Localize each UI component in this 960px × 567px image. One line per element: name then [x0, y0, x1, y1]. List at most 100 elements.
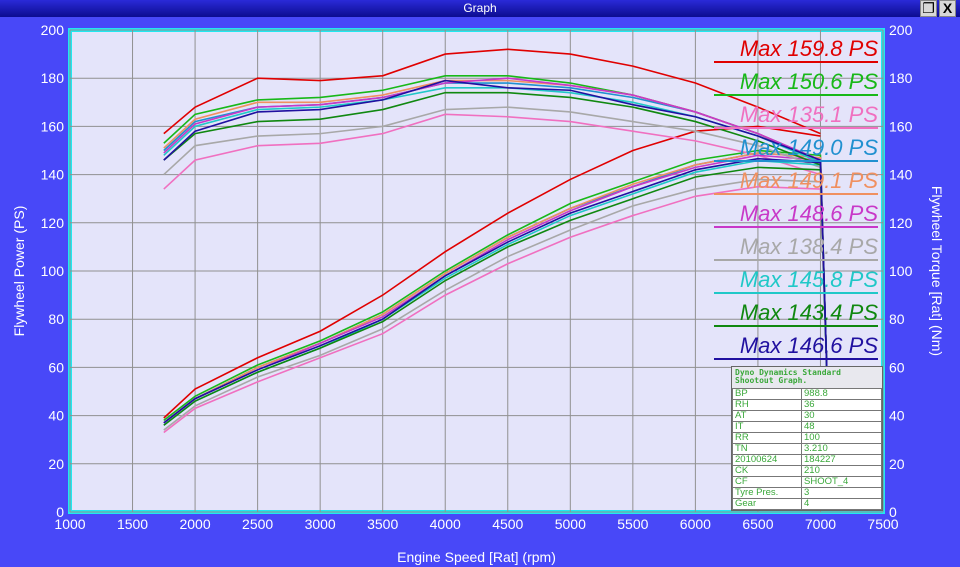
- info-value: 3: [801, 487, 882, 499]
- x-tick-label: 1500: [117, 516, 148, 532]
- info-row: CK 210: [732, 465, 882, 477]
- close-button[interactable]: X: [939, 0, 956, 17]
- x-axis-label: Engine Speed [Rat] (rpm): [397, 549, 556, 565]
- legend-label: Max 146.6 PS: [740, 333, 879, 358]
- info-key: BP: [732, 388, 802, 400]
- info-value: 184227: [801, 454, 882, 466]
- info-row: AT 30: [732, 410, 882, 422]
- y2-tick-label: 60: [889, 359, 905, 375]
- y-tick-label: 120: [41, 215, 65, 231]
- info-key: RH: [732, 399, 802, 411]
- info-key: TN: [732, 443, 802, 455]
- x-tick-label: 7000: [805, 516, 836, 532]
- info-value: 988.8: [801, 388, 882, 400]
- x-tick-label: 3000: [305, 516, 336, 532]
- info-row: TN 3.210: [732, 443, 882, 455]
- x-tick-label: 6000: [680, 516, 711, 532]
- info-row: RH 36: [732, 399, 882, 411]
- info-key: CF: [732, 476, 802, 488]
- x-tick-label: 4000: [430, 516, 461, 532]
- power-line: [163, 149, 828, 422]
- info-value: SHOOT_4: [801, 476, 882, 488]
- y2-axis-label: Flywheel Torque [Rat] (Nm): [929, 186, 945, 356]
- y-tick-label: 80: [48, 311, 64, 327]
- y-tick-label: 0: [56, 504, 64, 520]
- y2-tick-label: 20: [889, 456, 905, 472]
- info-value: 4: [801, 498, 882, 510]
- y2-tick-label: 180: [889, 70, 913, 86]
- torque-line: [163, 77, 828, 368]
- info-row: RR 100: [732, 432, 882, 444]
- legend-label: Max 159.8 PS: [740, 36, 879, 61]
- x-tick-label: 5000: [555, 516, 586, 532]
- x-tick-label: 4500: [492, 516, 523, 532]
- info-key: CK: [732, 465, 802, 477]
- info-value: 36: [801, 399, 882, 411]
- power-line: [163, 185, 828, 434]
- torque-line: [163, 48, 821, 135]
- info-key: AT: [732, 410, 802, 422]
- y-tick-label: 60: [48, 359, 64, 375]
- power-line: [163, 166, 828, 426]
- y2-tick-label: 40: [889, 408, 905, 424]
- info-key: Tyre Pres.: [732, 487, 802, 499]
- power-line: [163, 157, 828, 424]
- legend-label: Max 148.6 PS: [740, 201, 879, 226]
- window-title: Graph: [463, 1, 497, 15]
- close-icon: X: [942, 0, 953, 16]
- y2-tick-label: 0: [889, 504, 897, 520]
- restore-icon: ❐: [922, 0, 935, 16]
- info-key: IT: [732, 421, 802, 433]
- legend-label: Max 145.8 PS: [740, 267, 879, 292]
- y-tick-label: 140: [41, 167, 65, 183]
- info-row: CF SHOOT_4: [732, 476, 882, 488]
- x-tick-label: 2500: [242, 516, 273, 532]
- y2-tick-label: 140: [889, 167, 913, 183]
- window-titlebar: Graph: [0, 0, 960, 17]
- info-key: 20100624: [732, 454, 802, 466]
- x-tick-label: 3500: [367, 516, 398, 532]
- legend-label: Max 135.1 PS: [740, 102, 879, 127]
- legend-label: Max 138.4 PS: [740, 234, 879, 259]
- info-row: BP 988.8: [732, 388, 882, 400]
- y2-tick-label: 100: [889, 263, 913, 279]
- y2-tick-label: 120: [889, 215, 913, 231]
- info-row: 20100624 184227: [732, 454, 882, 466]
- y-tick-label: 20: [48, 456, 64, 472]
- info-value: 3.210: [801, 443, 882, 455]
- legend-label: Max 150.6 PS: [740, 69, 879, 94]
- legend-label: Max 143.4 PS: [740, 300, 879, 325]
- y-tick-label: 40: [48, 408, 64, 424]
- power-line: [163, 178, 828, 431]
- info-value: 48: [801, 421, 882, 433]
- info-value: 30: [801, 410, 882, 422]
- y2-tick-label: 80: [889, 311, 905, 327]
- power-line: [163, 125, 821, 419]
- x-tick-label: 5500: [617, 516, 648, 532]
- y-tick-label: 160: [41, 118, 65, 134]
- info-key: Gear: [732, 498, 802, 510]
- y-tick-label: 100: [41, 263, 65, 279]
- torque-line: [163, 79, 828, 368]
- restore-button[interactable]: ❐: [920, 0, 937, 17]
- legend-label: Max 149.0 PS: [740, 135, 879, 160]
- info-value: 100: [801, 432, 882, 444]
- torque-line: [163, 91, 828, 368]
- torque-line: [163, 106, 828, 368]
- info-header: Dyno Dynamics Standard Shootout Graph.: [732, 367, 882, 388]
- info-table: Dyno Dynamics Standard Shootout Graph. B…: [731, 366, 883, 511]
- y-tick-label: 200: [41, 22, 65, 38]
- info-row: Tyre Pres. 3: [732, 487, 882, 499]
- legend-label: Max 149.1 PS: [740, 168, 879, 193]
- dyno-chart: 1000 1500 2000 2500 3000 3500 4000 4500 5000 5500…: [11, 22, 945, 565]
- y2-tick-label: 160: [889, 118, 913, 134]
- y-tick-label: 180: [41, 70, 65, 86]
- x-tick-label: 6500: [742, 516, 773, 532]
- x-tick-label: 1000: [54, 516, 85, 532]
- info-row: Gear 4: [732, 498, 882, 510]
- x-tick-label: 2000: [179, 516, 210, 532]
- info-value: 210: [801, 465, 882, 477]
- power-line: [163, 152, 828, 424]
- info-key: RR: [732, 432, 802, 444]
- y2-tick-label: 200: [889, 22, 913, 38]
